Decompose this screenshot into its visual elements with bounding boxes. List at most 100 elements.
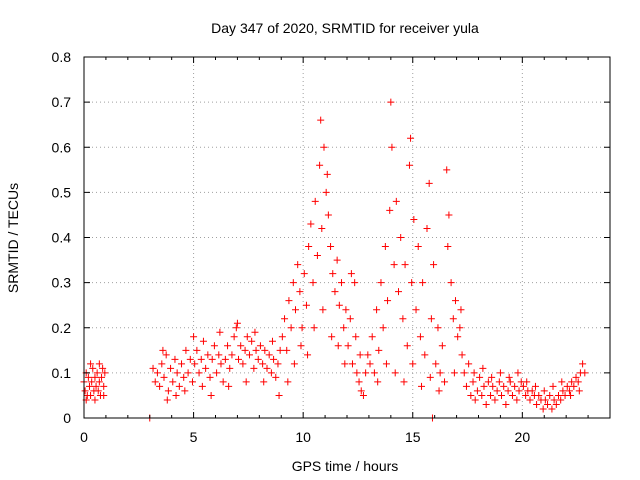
data-point (356, 351, 364, 359)
data-point (206, 373, 214, 381)
data-point (513, 396, 521, 404)
data-point (390, 261, 398, 269)
data-point (178, 360, 186, 368)
data-point (210, 342, 218, 350)
data-point (465, 360, 473, 368)
data-point (191, 360, 199, 368)
data-point (270, 355, 278, 363)
data-point (401, 261, 409, 269)
data-point (408, 279, 416, 287)
data-point (397, 234, 405, 241)
data-point (239, 360, 247, 368)
y-tick-label: 0.1 (52, 365, 72, 381)
data-point (491, 396, 499, 404)
data-point (245, 351, 253, 359)
data-point (84, 373, 92, 381)
data-point (193, 346, 201, 354)
data-point (539, 405, 547, 413)
data-point (505, 373, 513, 381)
data-point (388, 143, 396, 151)
data-point (322, 188, 330, 196)
data-point (316, 161, 324, 169)
data-point (184, 369, 192, 377)
data-point (251, 328, 259, 336)
data-point (171, 355, 179, 363)
data-point (514, 369, 522, 377)
data-point (368, 333, 376, 341)
y-tick-label: 0.4 (52, 230, 72, 246)
chart-title: Day 347 of 2020, SRMTID for receiver yul… (211, 20, 479, 36)
data-point (357, 387, 365, 395)
data-point (563, 382, 571, 390)
data-point (230, 333, 238, 341)
data-point (305, 243, 313, 251)
data-point (381, 243, 389, 251)
data-point (445, 211, 453, 219)
data-point (334, 342, 342, 350)
data-point (88, 378, 96, 386)
data-point (522, 391, 530, 399)
data-point (309, 279, 317, 287)
data-point (384, 297, 392, 305)
data-point (160, 373, 168, 381)
data-point (535, 391, 543, 399)
data-point (375, 346, 383, 354)
data-point (92, 382, 100, 390)
data-point (362, 369, 370, 377)
data-point (207, 391, 215, 399)
data-point (291, 306, 299, 314)
data-point (359, 391, 367, 399)
data-point (373, 306, 381, 314)
grid-lines (84, 57, 610, 418)
x-axis-ticks: 0 5 10 15 20 (80, 57, 589, 445)
data-point (248, 337, 256, 345)
data-point (454, 333, 462, 341)
data-point (93, 369, 101, 377)
data-point (267, 369, 275, 377)
data-point (540, 387, 548, 395)
data-point (544, 400, 552, 408)
y-tick-label: 0.5 (52, 184, 72, 200)
data-point (423, 224, 431, 232)
data-point (320, 143, 328, 151)
data-point (364, 351, 372, 359)
data-point (426, 373, 434, 381)
data-point (432, 360, 440, 368)
data-point (283, 346, 291, 354)
data-point (470, 369, 478, 377)
data-point (235, 355, 243, 363)
data-point (405, 161, 413, 169)
data-point (370, 369, 378, 377)
data-point (460, 369, 468, 377)
data-point (528, 387, 536, 395)
data-point (342, 306, 350, 314)
data-point (217, 360, 225, 368)
data-point (387, 98, 395, 106)
data-point (568, 378, 576, 386)
data-point (366, 360, 374, 368)
data-point (101, 369, 109, 377)
data-point (467, 391, 475, 399)
data-point (182, 346, 190, 354)
data-point (87, 360, 95, 368)
data-point (548, 405, 556, 413)
data-point (180, 373, 188, 381)
data-point (338, 279, 346, 287)
data-point (224, 342, 232, 350)
data-point (450, 369, 458, 377)
data-point (261, 346, 269, 354)
data-point (458, 351, 466, 359)
y-tick-label: 0.2 (52, 320, 72, 336)
data-point (100, 391, 108, 399)
data-point (400, 378, 408, 386)
y-tick-label: 0.6 (52, 139, 72, 155)
data-point (319, 306, 327, 314)
data-point (199, 337, 207, 345)
data-point (565, 387, 573, 395)
data-point (89, 364, 97, 372)
data-point (268, 337, 276, 345)
data-point (91, 373, 99, 381)
data-point (382, 360, 390, 368)
data-point (502, 400, 510, 408)
data-point (281, 315, 289, 323)
